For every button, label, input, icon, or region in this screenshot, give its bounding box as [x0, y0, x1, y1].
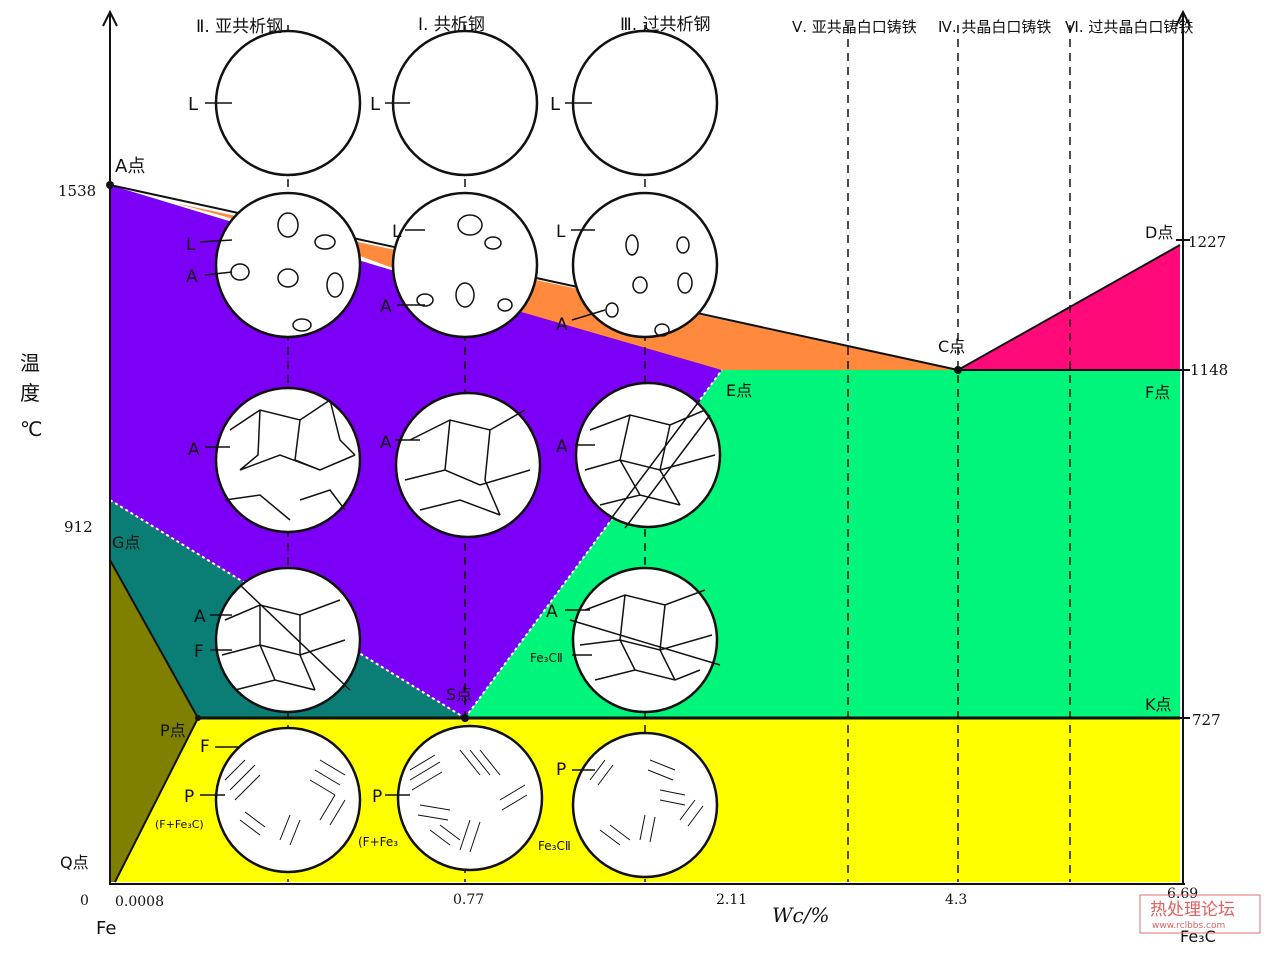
microstructures — [214, 29, 722, 879]
grain-sketches — [221, 212, 721, 691]
phase-l-4: L — [186, 235, 196, 255]
phase-l-2: L — [370, 94, 380, 115]
y-axis-label-1: 温 — [20, 351, 40, 375]
label-point-d: D点 — [1145, 223, 1173, 242]
phase-a-5: A — [380, 297, 392, 317]
phase-p-13: P — [372, 787, 382, 807]
phase-a-8: A — [380, 433, 392, 453]
label-point-s: S点 — [446, 685, 472, 704]
title-eutectic-iron: Ⅳ. 共晶白口铸铁 — [938, 18, 1051, 36]
micro-hyper-p-fe3c — [571, 731, 719, 879]
phase-l-3: L — [550, 94, 560, 115]
label-point-e: E点 — [726, 381, 752, 400]
y-axis-label-2: 度 — [20, 381, 40, 405]
micro-eut-pearlite — [396, 724, 544, 872]
fe3c-label: Fe₃C — [1180, 927, 1216, 946]
micro-eut-l-a — [391, 191, 539, 339]
title-hypo-iron: Ⅴ. 亚共晶白口铸铁 — [792, 18, 917, 36]
micro-hypo-l-a — [214, 191, 362, 339]
micro-hypo-austenite — [214, 386, 362, 534]
phase-fe3c-11: Fe₃CⅡ — [530, 651, 563, 665]
carbon-0-77: 0.77 — [453, 892, 484, 908]
watermark-cn: 热处理论坛 — [1150, 900, 1235, 920]
phase-l-1: L — [188, 94, 198, 115]
phase-ffe3c-12: (F+Fe₃C) — [155, 818, 204, 831]
micro-hypo-liquid — [214, 29, 362, 177]
phase-label-leaders — [199, 102, 606, 796]
micro-hypo-a-f — [214, 566, 362, 714]
axes — [102, 9, 1191, 885]
phase-f-10: F — [194, 642, 204, 662]
phase-a-11: A — [546, 602, 558, 622]
phase-labels: L L L L A L A L A A A A A F A Fe₃CⅡ F P … — [155, 94, 571, 853]
carbon-4-3: 4.3 — [945, 892, 967, 908]
micro-hyper-l-a — [571, 191, 719, 339]
temp-727: 727 — [1192, 711, 1221, 729]
label-point-k: K点 — [1145, 695, 1172, 714]
label-point-a: A点 — [115, 156, 145, 177]
x-axis-label: Wc/% — [772, 903, 830, 927]
label-point-c: C点 — [938, 337, 965, 356]
title-hyper-steel: Ⅲ. 过共析钢 — [620, 15, 711, 35]
phase-l-5: L — [392, 222, 402, 242]
phase-a-10: A — [194, 607, 206, 627]
title-hyper-iron: Ⅵ. 过共晶白口铸铁 — [1065, 18, 1193, 36]
label-point-q: Q点 — [60, 853, 89, 872]
phase-a-7: A — [188, 440, 200, 460]
micro-eut-liquid — [391, 29, 539, 177]
temp-912: 912 — [64, 518, 93, 536]
phase-f-12: F — [200, 737, 210, 757]
phase-a-4: A — [186, 267, 198, 287]
temp-1227: 1227 — [1188, 233, 1226, 251]
region-ferrite — [110, 560, 198, 882]
label-point-g: G点 — [112, 533, 140, 552]
carbon-0: 0 — [80, 893, 89, 909]
phase-a-9: A — [556, 437, 568, 457]
phase-l-6: L — [556, 222, 566, 242]
phase-ffe3-13: (F+Fe₃ — [358, 835, 398, 849]
micro-hyper-liquid — [571, 29, 719, 177]
phase-a-6: A — [556, 315, 568, 335]
fe-label: Fe — [96, 918, 116, 939]
temp-1538: 1538 — [58, 182, 96, 200]
label-point-p: P点 — [160, 721, 186, 740]
phase-p-12: P — [184, 787, 194, 807]
pearlite-hatching — [224, 749, 704, 853]
carbon-0-0008: 0.0008 — [115, 894, 164, 910]
y-axis-label-3: ℃ — [20, 417, 42, 441]
phase-fe3c-14: Fe₃CⅡ — [538, 839, 571, 853]
title-eutectoid-steel: Ⅰ. 共析钢 — [418, 15, 485, 35]
carbon-2-11: 2.11 — [716, 892, 747, 908]
temp-1148: 1148 — [1190, 361, 1228, 379]
right-ticks — [1176, 239, 1190, 719]
watermark-stamp: 热处理论坛 www.rclbbs.com — [1139, 894, 1261, 934]
micro-hypo-f-p — [214, 726, 362, 874]
micro-hyper-austenite — [574, 381, 722, 529]
watermark-url: www.rclbbs.com — [1152, 921, 1225, 931]
carbon-6-69: 6.69 — [1167, 886, 1198, 902]
label-point-f: F点 — [1145, 383, 1170, 402]
title-hypo-steel: Ⅱ. 亚共析钢 — [196, 17, 283, 37]
phase-p-14: P — [556, 760, 566, 780]
key-points — [106, 181, 962, 722]
